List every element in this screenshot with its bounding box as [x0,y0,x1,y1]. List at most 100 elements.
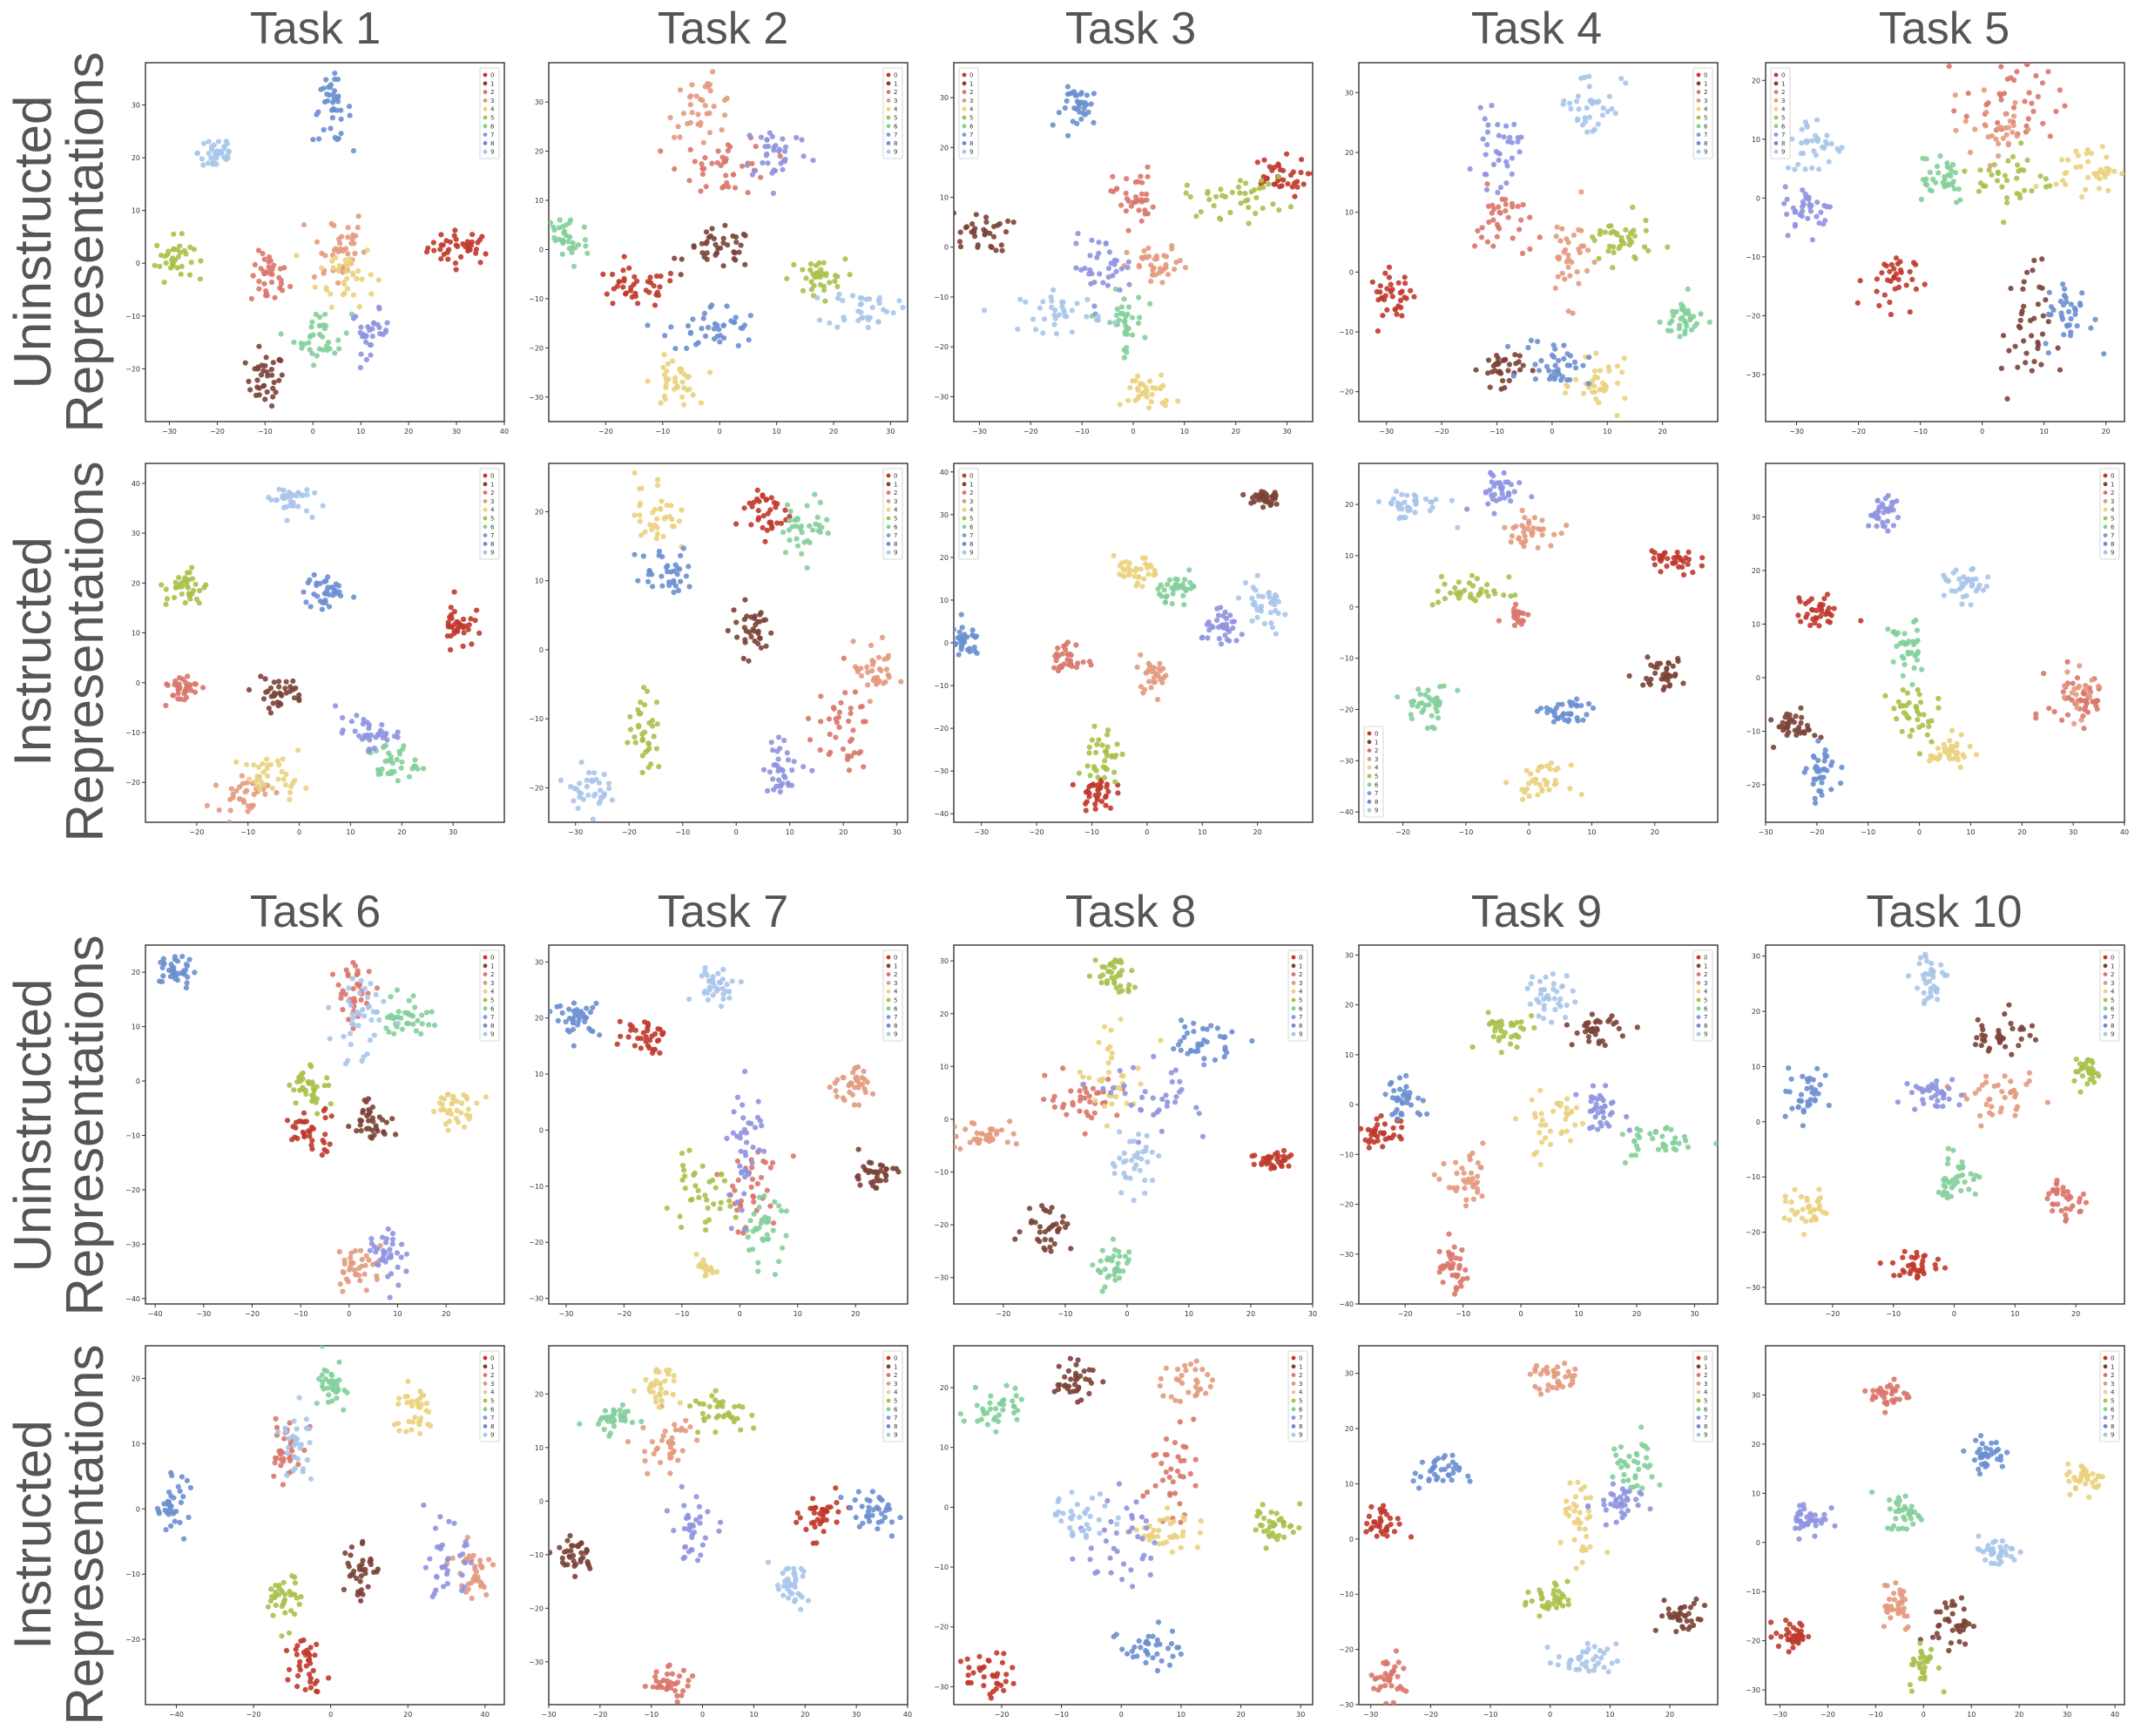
point-class-7 [1078,267,1084,274]
point-class-9 [1059,299,1065,306]
point-class-6 [412,757,418,763]
point-class-2 [749,1176,756,1182]
point-class-6 [1920,177,1926,183]
point-class-3 [855,1102,862,1108]
point-class-9 [606,786,612,792]
point-class-8 [971,645,977,651]
point-class-2 [277,266,283,272]
point-class-6 [1172,582,1179,588]
point-class-6 [379,766,385,773]
point-class-2 [750,1194,757,1200]
points-layer [557,469,904,822]
point-class-0 [1389,294,1395,300]
point-class-7 [348,719,355,725]
point-class-5 [1091,723,1098,729]
point-class-5 [834,283,841,289]
point-class-4 [356,304,362,310]
point-class-0 [1854,300,1861,306]
point-class-5 [1630,204,1636,211]
point-class-0 [754,487,760,493]
point-class-5 [1114,741,1120,747]
point-class-5 [664,1205,670,1212]
point-class-1 [862,1167,868,1173]
point-class-8 [1574,696,1580,702]
y-tick-label: −10 [934,682,949,690]
point-class-9 [816,317,823,323]
point-class-9 [367,1037,373,1044]
point-class-9 [575,805,581,812]
point-class-9 [855,317,861,324]
point-class-4 [652,506,659,513]
point-class-5 [1248,189,1254,195]
point-class-4 [1622,395,1628,402]
legend-marker-3 [483,981,488,985]
x-tick-label: −10 [1861,828,1875,836]
point-class-4 [664,368,670,375]
point-class-4 [1127,385,1133,391]
point-class-5 [298,1071,304,1077]
point-class-1 [1240,491,1246,498]
point-class-8 [1078,99,1084,105]
point-class-0 [1086,784,1092,790]
point-class-3 [686,94,693,100]
legend-label-6: 6 [894,1005,898,1012]
point-class-0 [1277,166,1283,172]
point-class-4 [2104,154,2110,160]
point-class-7 [1800,187,1806,193]
legend-marker-3 [886,981,891,985]
point-class-1 [263,689,269,695]
point-class-4 [330,265,336,271]
point-class-7 [744,1169,750,1175]
point-class-4 [653,536,660,542]
legend-marker-4 [886,507,891,512]
point-class-7 [1496,480,1503,486]
point-class-9 [304,492,310,498]
point-class-0 [647,274,653,280]
points-layer [159,486,483,822]
point-class-5 [172,579,179,585]
point-class-6 [309,319,315,325]
point-class-8 [699,326,705,332]
point-class-0 [464,239,471,245]
point-class-0 [320,1138,326,1144]
point-class-1 [2004,395,2010,402]
point-class-9 [1268,600,1274,606]
point-class-5 [1916,751,1922,757]
point-class-0 [657,1026,663,1032]
point-class-9 [1824,141,1830,147]
point-class-0 [1911,260,1917,266]
point-class-8 [2062,286,2068,292]
point-class-6 [409,1013,415,1019]
point-class-9 [1839,145,1845,151]
point-class-2 [2059,717,2065,723]
point-class-0 [667,270,674,277]
point-class-5 [638,699,644,706]
point-class-3 [884,655,891,661]
legend-label-0: 0 [894,72,897,79]
point-class-8 [1584,712,1590,718]
point-class-3 [2000,135,2006,141]
point-class-1 [1798,719,1804,726]
point-class-0 [755,508,761,514]
x-tick-label: 10 [1966,828,1975,836]
point-class-8 [686,564,692,570]
point-class-4 [1135,387,1141,394]
point-class-6 [317,314,323,321]
point-class-0 [1895,260,1901,267]
point-class-1 [2031,315,2037,321]
point-class-6 [419,1021,425,1027]
point-class-5 [2005,158,2011,164]
point-class-8 [1822,753,1828,760]
x-tick-label: 20 [851,1310,860,1318]
point-class-4 [1535,767,1541,773]
legend-marker-6 [1367,782,1372,787]
y-tick-label: −20 [529,1239,544,1246]
point-class-8 [311,591,317,598]
point-class-7 [1802,191,1808,197]
point-class-7 [363,356,369,362]
point-class-3 [2003,132,2010,138]
point-class-4 [1927,758,1933,764]
point-class-7 [770,190,777,196]
point-class-6 [1914,627,1921,633]
point-class-5 [1915,686,1921,693]
